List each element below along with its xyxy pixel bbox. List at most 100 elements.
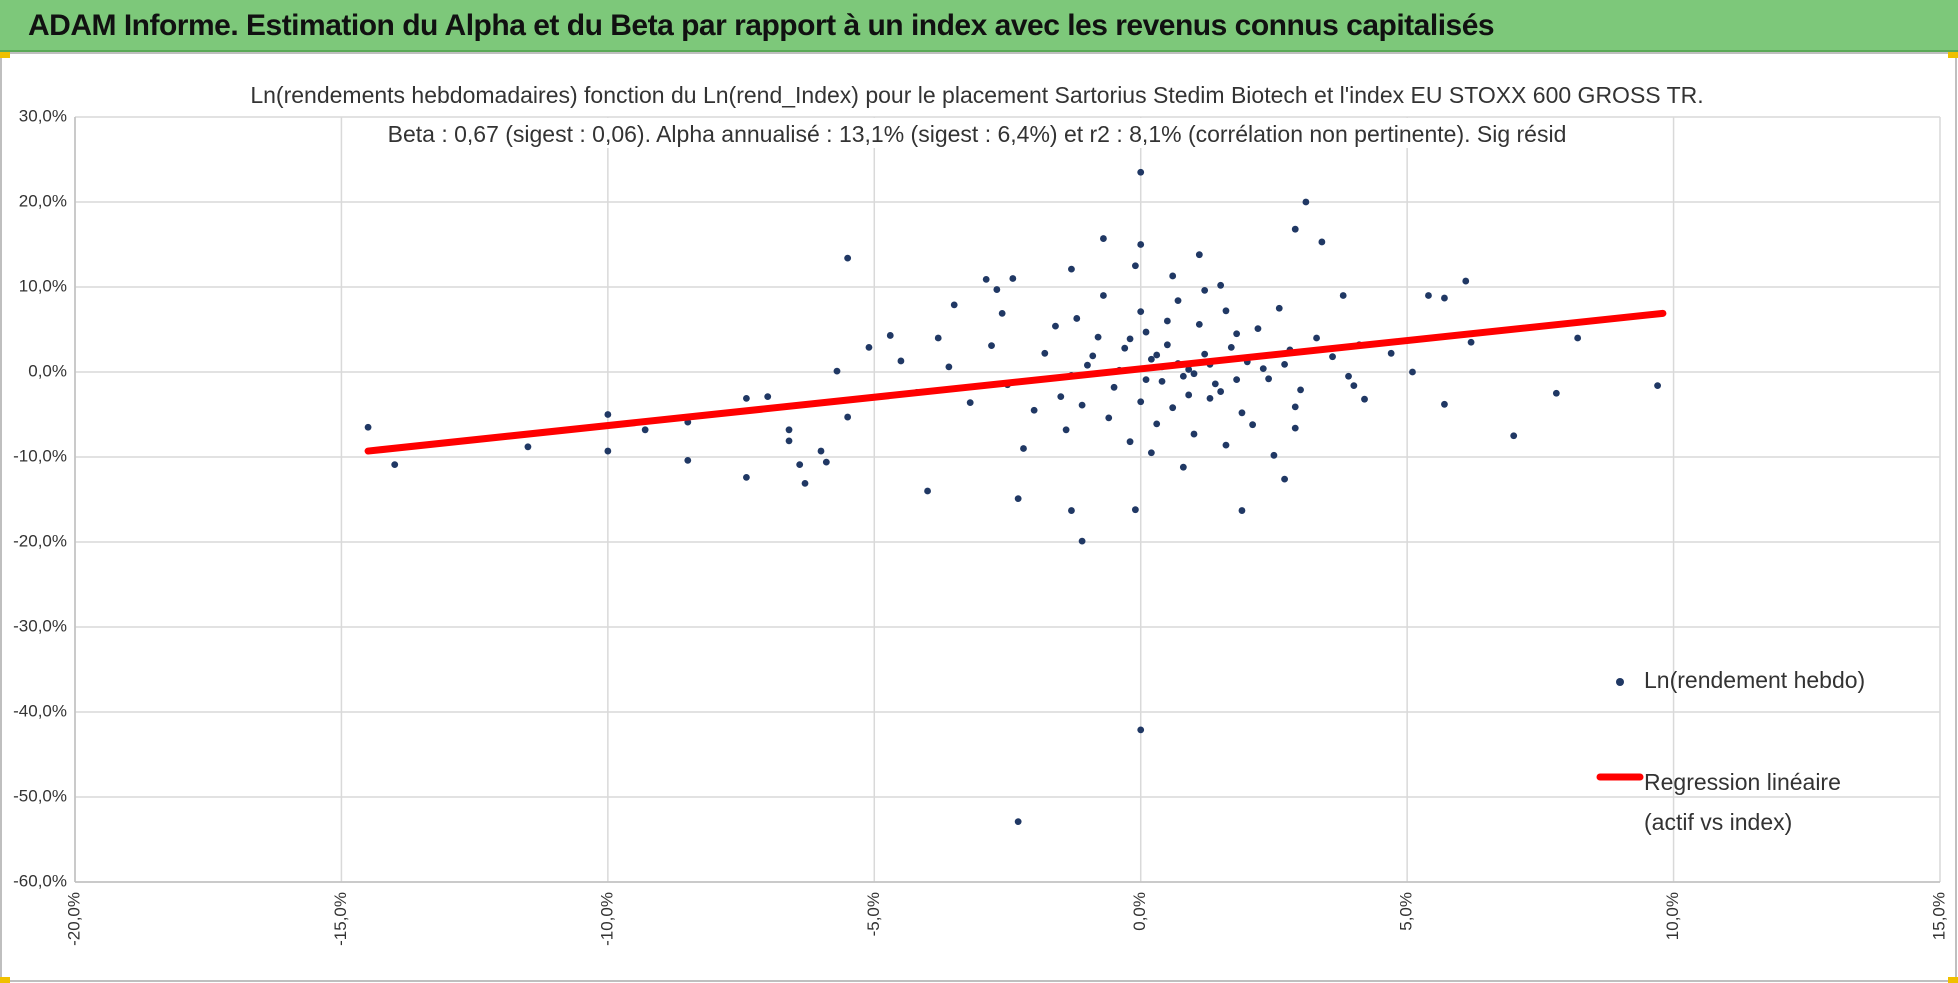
scatter-point — [934, 334, 942, 342]
scatter-point — [1179, 372, 1187, 380]
scatter-point — [1185, 391, 1193, 399]
scatter-point — [1174, 297, 1182, 304]
scatter-point — [1137, 398, 1145, 406]
scatter-point — [801, 479, 809, 487]
x-tick-label: 15,0% — [1929, 892, 1948, 940]
scatter-point — [1073, 315, 1081, 322]
corner-mark — [0, 52, 10, 58]
y-tick-label: -30,0% — [13, 616, 67, 635]
scatter-point — [1259, 365, 1267, 372]
scatter-point — [1084, 361, 1091, 369]
scatter-point — [1163, 317, 1171, 325]
scatter-point — [1137, 241, 1145, 248]
scatter-point — [1030, 406, 1038, 414]
corner-mark — [0, 977, 10, 983]
scatter-point — [1137, 168, 1145, 176]
scatter-point — [1313, 334, 1320, 342]
scatter-point — [743, 474, 750, 481]
scatter-point — [1409, 368, 1416, 376]
scatter-point — [1078, 401, 1086, 409]
scatter-point — [1265, 375, 1272, 383]
scatter-point — [1291, 403, 1299, 411]
y-tick-label: 0,0% — [28, 361, 67, 380]
scatter-point — [1222, 441, 1230, 449]
scatter-point — [1574, 334, 1582, 342]
scatter-point — [684, 457, 692, 464]
scatter-point — [1142, 376, 1150, 384]
header-bar: ADAM Informe. Estimation du Alpha et du … — [0, 0, 1958, 52]
scatter-point — [1137, 726, 1145, 734]
scatter-point — [1014, 495, 1022, 503]
scatter-point — [1153, 420, 1161, 428]
grid: -60,0% -50,0% -40,0% -30,0% -20,0% -10,0% 0,0%… — [13, 106, 1948, 945]
scatter-point — [1345, 372, 1352, 380]
scatter-point — [966, 399, 974, 406]
scatter-point — [1121, 344, 1129, 352]
scatter-point — [1089, 352, 1097, 360]
scatter-point — [1195, 251, 1203, 259]
scatter-point — [1068, 507, 1075, 514]
scatter-point — [1190, 370, 1198, 378]
chart-subtitle: Beta : 0,67 (sigest : 0,06). Alpha annua… — [388, 121, 1567, 147]
scatter-point — [1201, 287, 1209, 294]
scatter-point — [1147, 355, 1155, 363]
legend-marker — [1616, 678, 1624, 686]
scatter-point — [1361, 395, 1368, 403]
scatter-point — [822, 458, 830, 466]
scatter-point — [1254, 325, 1262, 333]
scatter-point — [1281, 475, 1288, 483]
y-tick-label: -60,0% — [13, 871, 67, 890]
scatter-point — [1302, 198, 1310, 206]
scatter-point — [1009, 275, 1017, 282]
scatter-point — [1110, 383, 1118, 391]
scatter-point — [1233, 376, 1241, 384]
scatter-point — [1158, 377, 1166, 385]
scatter-point — [764, 393, 772, 401]
scatter-point — [817, 447, 825, 455]
scatter-point — [1169, 404, 1177, 412]
scatter-point — [1201, 350, 1209, 358]
scatter-point — [1227, 343, 1235, 351]
scatter-point — [993, 286, 1001, 293]
scatter-point — [1222, 307, 1230, 315]
scatter-point — [1052, 322, 1059, 330]
scatter-point — [1467, 338, 1475, 346]
scatter-point — [1131, 506, 1139, 514]
y-tick-label: -40,0% — [13, 701, 67, 720]
scatter-point — [945, 363, 953, 371]
scatter-point — [1142, 328, 1150, 336]
x-tick-label: 10,0% — [1663, 892, 1682, 940]
scatter-point — [1169, 272, 1177, 280]
legend — [1596, 678, 1644, 781]
scatter-point — [1211, 380, 1219, 388]
scatter-point — [1179, 463, 1187, 471]
chart-frame — [0, 52, 1957, 982]
scatter-point — [1062, 426, 1070, 434]
scatter-point — [1441, 400, 1448, 408]
scatter-point — [785, 437, 793, 445]
scatter-point — [865, 343, 873, 351]
scatter-point — [1195, 321, 1203, 328]
scatter-point — [796, 461, 804, 469]
scatter-point — [1068, 265, 1075, 273]
y-tick-label: -10,0% — [13, 446, 67, 465]
y-tick-label: 20,0% — [19, 191, 67, 210]
scatter-point — [1190, 430, 1198, 438]
scatter-point — [1185, 366, 1193, 373]
scatter-point — [950, 301, 958, 309]
scatter-point — [1147, 449, 1155, 457]
x-tick-label: -15,0% — [331, 892, 350, 946]
scatter-point — [604, 447, 612, 455]
scatter-point — [1275, 304, 1283, 312]
scatter-point — [1318, 238, 1326, 246]
scatter-point — [1041, 349, 1049, 357]
chart-title: Ln(rendements hebdomadaires) fonction du… — [250, 82, 1703, 108]
scatter-point — [1350, 382, 1358, 389]
scatter-point — [1131, 262, 1139, 270]
scatter-point — [1281, 360, 1288, 368]
scatter-point — [364, 423, 372, 431]
scatter-point — [833, 367, 841, 375]
y-tick-label: 10,0% — [19, 276, 67, 295]
scatter-point — [1339, 292, 1347, 299]
